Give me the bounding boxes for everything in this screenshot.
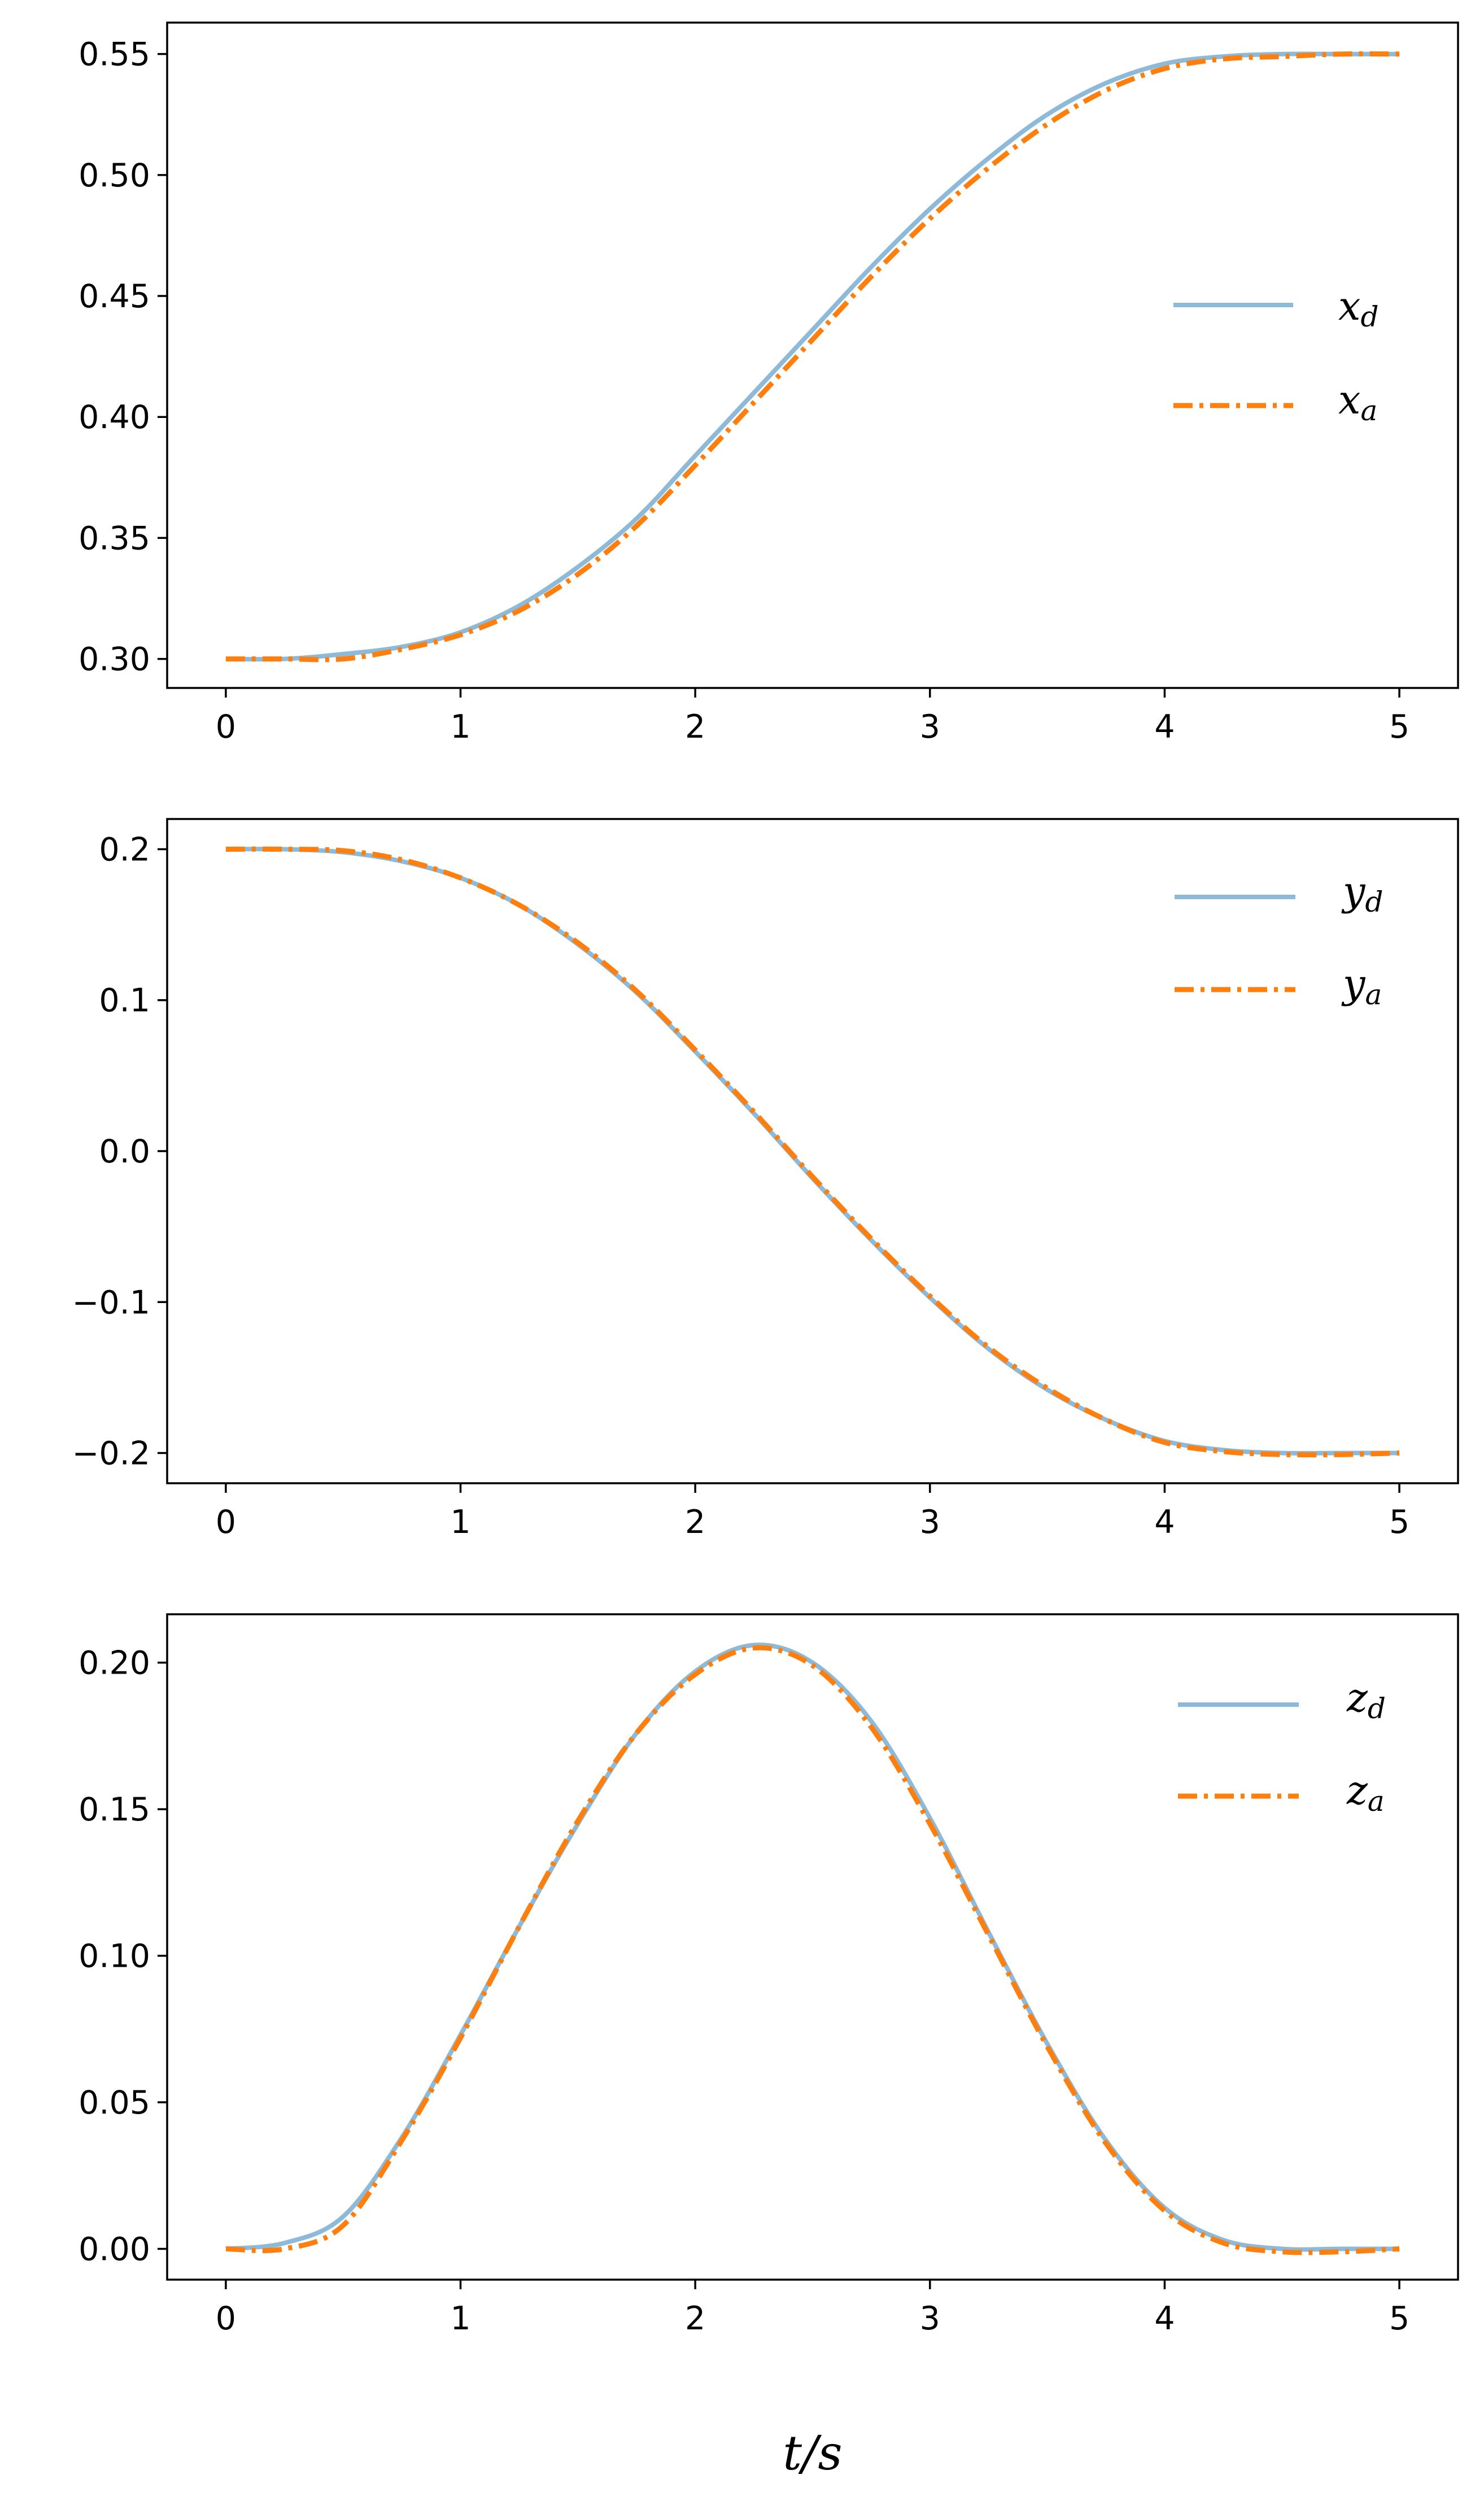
y-tick-label-z-2: 0.10 <box>78 1938 150 1975</box>
panel-z-frame <box>166 1613 1459 2281</box>
y-tick-label-y-2: 0.0 <box>99 1133 150 1170</box>
x-tick-label-y-1: 1 <box>450 1504 470 1541</box>
panel-y-series <box>225 846 1400 1458</box>
panel-z-legend: zd za <box>1178 1675 1386 1818</box>
panel-x-legend: xd xa <box>1173 283 1379 427</box>
y-tick-label-x-2: 0.40 <box>78 399 150 436</box>
series-line-y-a <box>225 846 1400 1458</box>
y-tick-label-z-4: 0.20 <box>78 1645 150 1682</box>
x-tick-label-y-2: 2 <box>685 1504 705 1541</box>
x-tick-label-z-1: 1 <box>450 2300 470 2337</box>
x-tick-label-z-3: 3 <box>920 2300 940 2337</box>
legend-label-z-a: za <box>1346 1767 1385 1818</box>
panel-x-ticks: 0 1 2 3 4 5 0.30 0.35 0.40 0.45 0.50 0.55 <box>78 36 1409 746</box>
y-tick-label-y-4: −0.2 <box>72 1435 150 1472</box>
panel-y: 0 1 2 3 4 5 0.2 0.1 0.0 −0.1 −0.2 yd ya <box>72 818 1459 1541</box>
y-tick-label-x-3: 0.45 <box>78 278 150 315</box>
x-tick-label-x-4: 4 <box>1154 708 1175 746</box>
x-tick-label-z-4: 4 <box>1154 2300 1175 2337</box>
x-tick-label-z-0: 0 <box>216 2300 236 2337</box>
panel-x-series <box>225 51 1400 663</box>
y-tick-label-y-0: 0.2 <box>99 831 150 868</box>
x-tick-label-y-5: 5 <box>1389 1504 1409 1541</box>
series-line-x-a <box>225 51 1400 663</box>
legend-label-z-d: zd <box>1346 1675 1386 1725</box>
x-tick-label-x-5: 5 <box>1389 708 1409 746</box>
series-line-x-d <box>225 51 1400 662</box>
x-axis-label: t/s <box>783 2425 842 2481</box>
series-line-z-a <box>225 1645 1400 2255</box>
legend-label-x-a: xa <box>1338 377 1377 427</box>
panel-x: 0 1 2 3 4 5 0.30 0.35 0.40 0.45 0.50 0.55 xd xa <box>78 21 1459 746</box>
y-tick-label-x-4: 0.50 <box>78 157 150 194</box>
panel-y-frame <box>166 818 1459 1484</box>
x-tick-label-y-4: 4 <box>1154 1504 1175 1541</box>
panel-z-series <box>225 1643 1400 2255</box>
x-tick-label-x-3: 3 <box>920 708 940 746</box>
panel-z-ticks: 0 1 2 3 4 5 0.00 0.05 0.10 0.15 0.20 <box>78 1645 1409 2337</box>
y-tick-label-x-0: 0.30 <box>78 641 150 678</box>
panel-y-legend: yd ya <box>1175 868 1383 1011</box>
legend-label-y-a: ya <box>1341 961 1382 1011</box>
x-tick-label-y-0: 0 <box>216 1504 236 1541</box>
series-line-y-d <box>225 847 1400 1456</box>
y-tick-label-z-0: 0.00 <box>78 2231 150 2268</box>
y-tick-label-y-3: −0.1 <box>72 1284 150 1321</box>
y-tick-label-y-1: 0.1 <box>99 982 150 1020</box>
y-tick-label-z-3: 0.15 <box>78 1791 150 1828</box>
x-tick-label-z-5: 5 <box>1389 2300 1409 2337</box>
legend-label-y-d: yd <box>1341 868 1383 918</box>
panel-z: 0 1 2 3 4 5 0.00 0.05 0.10 0.15 0.20 zd za <box>78 1613 1459 2337</box>
x-tick-label-y-3: 3 <box>920 1504 940 1541</box>
panel-x-frame <box>166 21 1459 689</box>
legend-label-x-d: xd <box>1338 283 1379 333</box>
x-tick-label-x-0: 0 <box>216 708 236 746</box>
y-tick-label-z-1: 0.05 <box>78 2084 150 2121</box>
series-line-z-d <box>225 1643 1400 2252</box>
x-tick-label-x-1: 1 <box>450 708 470 746</box>
x-tick-label-x-2: 2 <box>685 708 705 746</box>
y-tick-label-x-5: 0.55 <box>78 36 150 73</box>
y-tick-label-x-1: 0.35 <box>78 520 150 557</box>
x-tick-label-z-2: 2 <box>685 2300 705 2337</box>
panel-y-ticks: 0 1 2 3 4 5 0.2 0.1 0.0 −0.1 −0.2 <box>72 831 1410 1541</box>
